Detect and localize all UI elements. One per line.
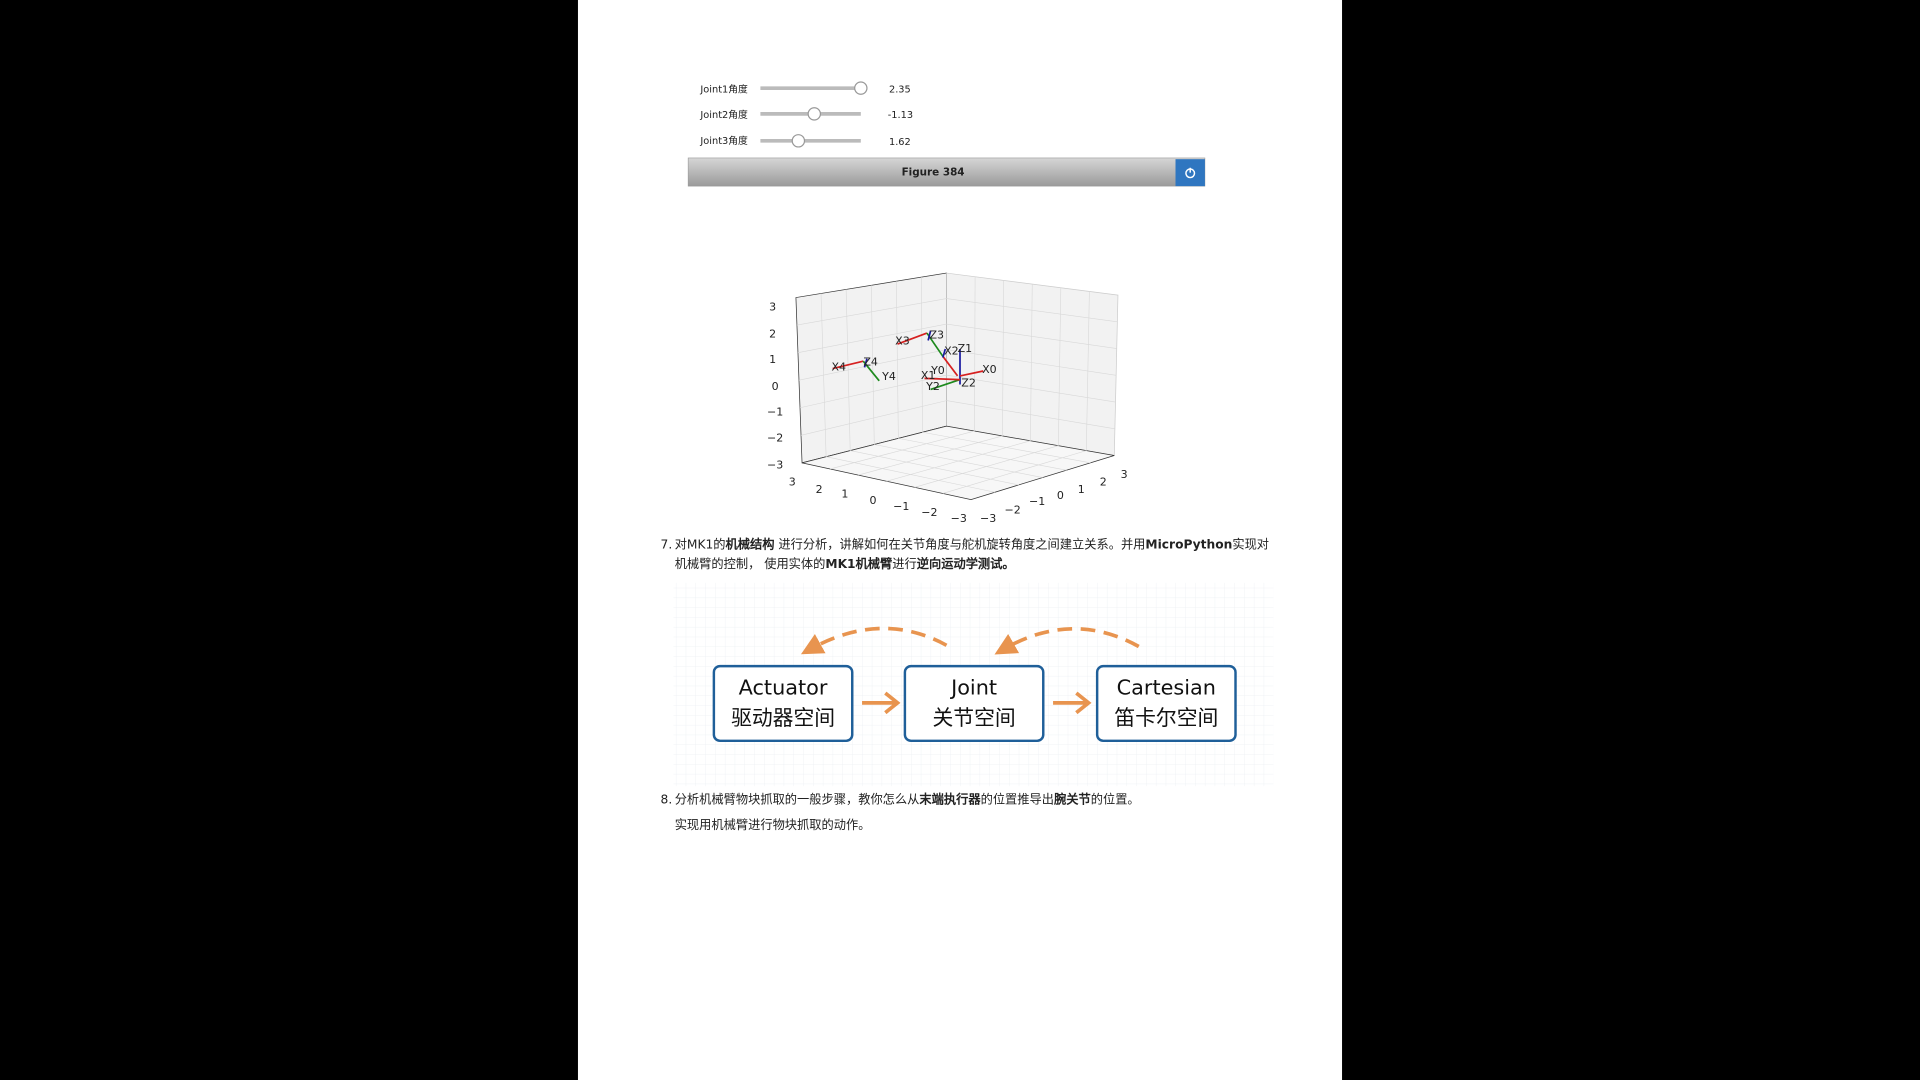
list-marker: 8.	[661, 792, 673, 806]
box-subtitle: 笛卡尔空间	[1114, 706, 1218, 730]
y-tick-label: −1	[1029, 495, 1045, 508]
frame-label: Z3	[929, 329, 944, 342]
frame-label: X3	[895, 335, 910, 348]
y-tick-label: −3	[980, 512, 996, 525]
box-subtitle: 驱动器空间	[731, 706, 835, 730]
paragraph-line: 实现用机械臂进行物块抓取的动作。	[675, 817, 871, 832]
grid-line	[800, 400, 947, 436]
x-tick-label: −2	[921, 506, 937, 519]
y-tick-label: 1	[1078, 483, 1085, 496]
text-segment: 进行分析，讲解如何在关节角度与舵机旋转角度之间建立关系。并用	[774, 537, 1145, 552]
grid-line	[942, 450, 1087, 494]
z-tick-label: 2	[769, 327, 776, 340]
slider-thumb[interactable]	[791, 134, 806, 148]
z-tick-label: 1	[769, 353, 776, 366]
x-tick-label: 1	[841, 488, 848, 501]
frames	[832, 330, 984, 391]
list-items: 7. 对MK1的机械结构 进行分析，讲解如何在关节角度与舵机旋转角度之间建立关系。…	[661, 537, 1269, 832]
slider-thumb[interactable]	[854, 81, 868, 95]
x-tick-label: 3	[789, 475, 796, 488]
x-tick-label: −3	[951, 512, 967, 525]
slider-value: 1.62	[889, 137, 911, 148]
x-tick-label: 2	[816, 483, 823, 496]
text-segment: 腕关节	[1053, 791, 1091, 806]
box-title: Joint	[949, 675, 997, 699]
diagram-box	[903, 664, 1045, 743]
frame-label: Y4	[881, 370, 896, 383]
text-segment: MicroPython	[1145, 538, 1232, 552]
text-segment: 实现对	[1232, 537, 1269, 552]
paragraph-line: 分析机械臂物块抓取的一般步骤，教你怎么从末端执行器的位置推导出腕关节的位置。	[675, 791, 1140, 806]
arrow	[1053, 691, 1092, 715]
curved-arrow	[800, 626, 948, 655]
z-tick-label: −2	[767, 431, 783, 444]
arrow	[862, 691, 901, 715]
z-tick-label: −3	[767, 458, 783, 471]
slider-value: 2.35	[889, 84, 911, 95]
diagram-box	[712, 664, 854, 743]
z-tick-label: 0	[772, 380, 779, 393]
sliders: Joint1角度 2.35 Joint2角度 -1.13 Joint3角度 1.…	[699, 81, 913, 148]
list-marker: 7.	[661, 538, 673, 552]
text-segment: MK1机械臂	[825, 556, 892, 571]
box-title: Cartesian	[1117, 675, 1216, 699]
box-title: Actuator	[739, 675, 828, 699]
figure-title: Figure 384	[902, 167, 965, 179]
frame-label: Y2	[925, 380, 940, 393]
text-segment: 实现用机械臂进行物块抓取的动作。	[675, 817, 871, 832]
grid-line	[946, 400, 1115, 430]
y-tick-label: 3	[1121, 468, 1128, 481]
slider-thumb[interactable]	[807, 107, 822, 121]
frame-label: Z1	[958, 342, 973, 355]
text-segment: 的位置推导出	[981, 791, 1054, 806]
text-segment: 进行	[892, 557, 916, 571]
y-tick-label: 0	[1057, 489, 1064, 502]
text-segment: 的位置。	[1091, 791, 1140, 806]
frame-label: Z2	[961, 376, 976, 389]
text-segment: 分析机械臂物块抓取的一般步骤，教你怎么从	[675, 791, 920, 806]
y-tick-label: 2	[1100, 475, 1107, 488]
x-tick-label: 0	[870, 494, 877, 507]
text-segment: 机械结构	[726, 537, 775, 552]
slider-label: Joint2角度	[699, 108, 748, 121]
frame-label: X0	[982, 363, 997, 376]
z-tick-label: −1	[767, 406, 783, 419]
paragraph-line: 机械臂的控制， 使用实体的MK1机械臂进行逆向运动学测试。	[675, 556, 1015, 571]
y-tick-label: −2	[1005, 504, 1021, 517]
frame-label: X4	[831, 360, 846, 373]
diagram: Actuator 驱动器空间 Joint 关节空间 Cartesian 笛卡尔空间	[673, 582, 1274, 787]
frame-label: Z4	[863, 355, 878, 368]
text-segment: 对MK1的	[675, 537, 726, 552]
slider-label: Joint3角度	[699, 134, 748, 147]
box-subtitle: 关节空间	[932, 706, 1015, 730]
paragraph-line: 对MK1的机械结构 进行分析，讲解如何在关节角度与舵机旋转角度之间建立关系。并用…	[675, 537, 1269, 552]
curved-arrow	[994, 626, 1140, 655]
frame-label: X1	[921, 369, 936, 382]
text-segment: 逆向运动学测试。	[917, 556, 1015, 571]
text-segment: 末端执行器	[919, 791, 981, 806]
frame-label: Y0	[930, 364, 945, 377]
slider-value: -1.13	[888, 110, 913, 121]
diagram-box	[1095, 664, 1237, 743]
x-tick-label: −1	[893, 500, 909, 513]
slider-label: Joint1角度	[699, 82, 748, 95]
frame-label: X2	[944, 344, 959, 357]
text-segment: 机械臂的控制， 使用实体的	[675, 556, 826, 571]
z-tick-label: 3	[769, 300, 776, 313]
